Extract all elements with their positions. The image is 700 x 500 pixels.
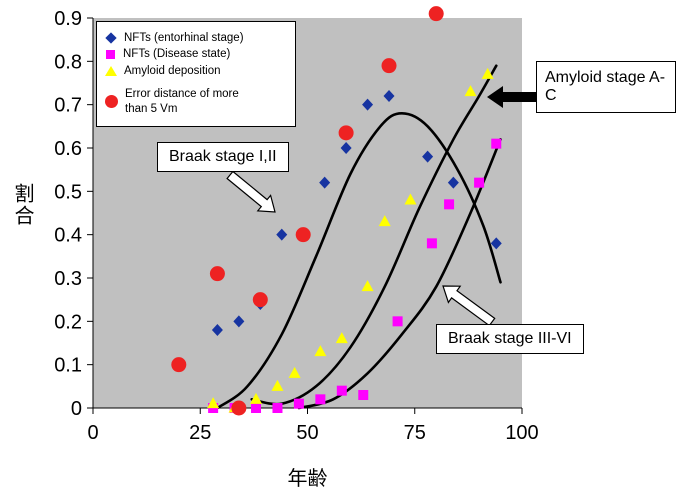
data-point-diamond <box>422 150 434 163</box>
data-point-diamond <box>276 228 288 241</box>
braak-1-2-arrow-icon <box>226 170 276 213</box>
diamond-marker-icon <box>105 32 117 44</box>
trend-curve-braak-1-2 <box>216 111 502 410</box>
y-axis-label: 割合 <box>11 183 33 227</box>
x-tick-label: 0 <box>87 422 98 444</box>
legend-label: Error distance of more than 5 Vm <box>125 88 239 115</box>
data-point-diamond <box>211 324 223 336</box>
data-point-diamond <box>233 315 245 328</box>
annotation-braak-stage-3-6: Braak stage III-VI <box>436 324 584 354</box>
data-point-circle <box>428 6 444 22</box>
y-tick-label: 0.4 <box>54 225 82 247</box>
data-point-square <box>293 398 304 409</box>
y-tick-label: 0.5 <box>54 181 82 203</box>
data-point-diamond <box>490 237 502 250</box>
legend-item-amyloid: Amyloid deposition <box>105 64 287 78</box>
legend-item-nfts-disease: NFTs (Disease state) <box>105 47 287 61</box>
amyloid-stage-arrow-icon <box>487 86 537 108</box>
data-point-square <box>444 199 455 210</box>
data-point-circle <box>231 400 247 416</box>
data-point-circle <box>252 292 268 308</box>
data-point-square <box>491 138 502 149</box>
data-point-triangle <box>271 379 284 391</box>
trend-curve-braak-3-6 <box>297 138 502 410</box>
annotation-amyloid-stage-a-c: Amyloid stage A-C <box>536 61 676 113</box>
legend-label: NFTs (Disease state) <box>123 48 231 61</box>
data-point-square <box>474 177 485 188</box>
data-point-triangle <box>361 280 374 292</box>
circle-marker-icon <box>105 95 118 108</box>
data-point-diamond <box>340 142 352 154</box>
data-point-circle <box>209 266 225 282</box>
x-tick-label: 75 <box>404 422 426 444</box>
x-axis-label: 年齢 <box>287 468 328 490</box>
data-point-triangle <box>288 366 301 378</box>
data-point-square <box>315 394 326 405</box>
data-point-square <box>358 390 369 400</box>
data-point-triangle <box>464 85 477 97</box>
data-point-diamond <box>447 176 459 189</box>
y-tick-label: 0.3 <box>54 268 82 290</box>
legend-item-error-distance: Error distance of more than 5 Vm <box>105 87 287 116</box>
chart-legend: NFTs (entorhinal stage) NFTs (Disease st… <box>96 21 296 127</box>
data-point-square <box>336 385 347 396</box>
data-point-triangle <box>378 215 391 227</box>
braak-3-6-arrow-icon <box>442 285 496 327</box>
data-point-square <box>426 238 437 249</box>
y-tick-label: 0 <box>71 398 82 420</box>
y-tick-label: 0.2 <box>54 311 82 333</box>
y-tick-label: 0.1 <box>54 355 82 377</box>
data-point-diamond <box>383 90 395 102</box>
legend-label: Amyloid deposition <box>124 64 221 77</box>
y-tick-label: 0.7 <box>54 95 82 117</box>
data-point-triangle <box>481 67 494 79</box>
y-tick-label: 0.6 <box>54 138 82 160</box>
data-point-circle <box>171 357 187 373</box>
data-point-triangle <box>250 392 263 404</box>
x-tick-label: 25 <box>189 422 211 444</box>
data-point-circle <box>338 125 354 141</box>
y-tick-label: 0.8 <box>54 51 82 73</box>
data-point-triangle <box>207 397 220 409</box>
data-point-square <box>272 403 283 413</box>
y-tick-label: 0.9 <box>54 8 82 30</box>
legend-item-nfts-entorhinal: NFTs (entorhinal stage) <box>105 31 287 45</box>
data-point-triangle <box>314 345 327 357</box>
square-marker-icon <box>106 50 115 60</box>
x-tick-label: 50 <box>296 422 318 444</box>
data-point-triangle <box>404 193 417 205</box>
legend-label: NFTs (entorhinal stage) <box>124 32 244 44</box>
data-point-diamond <box>319 176 331 189</box>
data-point-square <box>251 403 262 413</box>
data-point-diamond <box>362 98 374 111</box>
x-tick-label: 100 <box>505 422 538 444</box>
annotation-braak-stage-1-2: Braak stage I,II <box>157 142 289 172</box>
data-point-triangle <box>335 332 348 344</box>
data-point-circle <box>295 227 311 243</box>
data-point-circle <box>381 58 397 74</box>
triangle-marker-icon <box>105 65 117 76</box>
data-point-square <box>392 316 403 327</box>
